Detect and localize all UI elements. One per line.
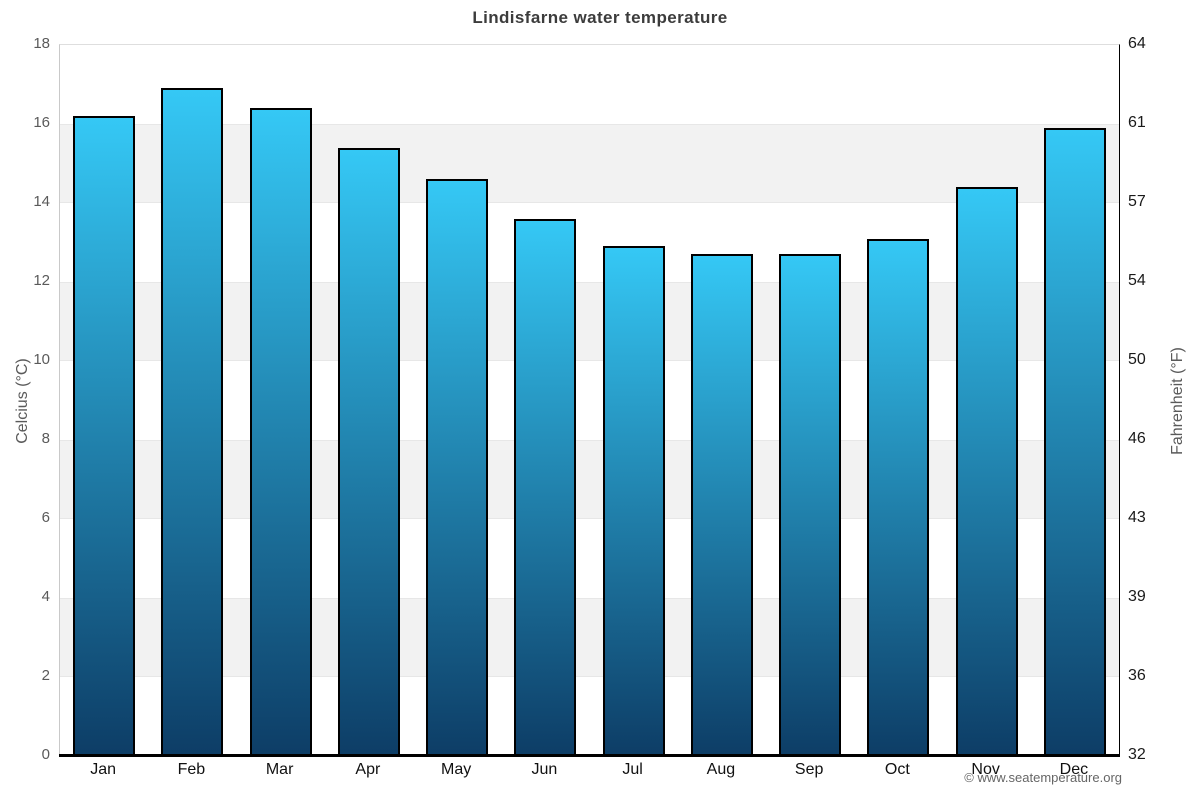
celsius-tick-2: 2 bbox=[41, 667, 50, 684]
x-axis-line bbox=[59, 754, 1120, 757]
bar-nov[interactable] bbox=[955, 187, 1018, 756]
bar-sep[interactable] bbox=[779, 254, 842, 756]
x-axis-label-dec: Dec bbox=[1059, 761, 1089, 778]
fahrenheit-tick-32: 32 bbox=[1128, 746, 1146, 763]
x-axis-label-jan: Jan bbox=[90, 761, 117, 778]
celsius-tick-6: 6 bbox=[41, 509, 50, 526]
x-axis-label-nov: Nov bbox=[971, 761, 1000, 778]
x-axis-label-aug: Aug bbox=[706, 761, 736, 778]
fahrenheit-tick-57: 57 bbox=[1128, 193, 1146, 210]
celsius-tick-0: 0 bbox=[41, 746, 50, 763]
celsius-tick-16: 16 bbox=[33, 114, 50, 131]
x-axis-label-jul: Jul bbox=[622, 761, 643, 778]
fahrenheit-tick-43: 43 bbox=[1128, 509, 1146, 526]
celsius-tick-18: 18 bbox=[33, 35, 50, 52]
plot-band bbox=[60, 282, 1119, 361]
bar-jun[interactable] bbox=[514, 218, 577, 756]
bar-mar[interactable] bbox=[249, 108, 312, 756]
celsius-tick-4: 4 bbox=[41, 588, 50, 605]
fahrenheit-tick-54: 54 bbox=[1128, 272, 1146, 289]
x-axis-label-sep: Sep bbox=[794, 761, 824, 778]
celsius-tick-12: 12 bbox=[33, 272, 50, 289]
bar-jan[interactable] bbox=[73, 116, 136, 756]
fahrenheit-tick-36: 36 bbox=[1128, 667, 1146, 684]
chart-title: Lindisfarne water temperature bbox=[472, 8, 728, 27]
bar-dec[interactable] bbox=[1043, 127, 1106, 756]
fahrenheit-tick-64: 64 bbox=[1128, 35, 1146, 52]
celsius-tick-14: 14 bbox=[33, 193, 50, 210]
x-axis-label-may: May bbox=[441, 761, 472, 778]
y-axis-label-fahrenheit: Fahrenheit (°F) bbox=[1169, 347, 1186, 455]
x-axis-label-apr: Apr bbox=[355, 761, 381, 778]
bar-oct[interactable] bbox=[867, 238, 930, 756]
x-axis-label-jun: Jun bbox=[531, 761, 558, 778]
plot-band bbox=[60, 440, 1119, 519]
x-axis-label-mar: Mar bbox=[265, 761, 294, 778]
plot-band bbox=[60, 124, 1119, 203]
bar-feb[interactable] bbox=[161, 88, 224, 756]
x-axis-label-oct: Oct bbox=[884, 761, 910, 778]
bar-aug[interactable] bbox=[690, 254, 753, 756]
bar-may[interactable] bbox=[426, 179, 489, 756]
copyright-credit[interactable]: © www.seatemperature.org bbox=[964, 770, 1122, 785]
fahrenheit-tick-50: 50 bbox=[1128, 351, 1146, 368]
fahrenheit-tick-46: 46 bbox=[1128, 430, 1146, 447]
celsius-tick-8: 8 bbox=[41, 430, 50, 447]
plot-band bbox=[60, 598, 1119, 677]
x-axis-label-feb: Feb bbox=[177, 761, 206, 778]
bar-apr[interactable] bbox=[337, 147, 400, 756]
fahrenheit-tick-39: 39 bbox=[1128, 588, 1146, 605]
fahrenheit-tick-61: 61 bbox=[1128, 114, 1146, 131]
plot-area bbox=[59, 44, 1120, 757]
bar-jul[interactable] bbox=[602, 246, 665, 756]
celsius-tick-10: 10 bbox=[33, 351, 50, 368]
